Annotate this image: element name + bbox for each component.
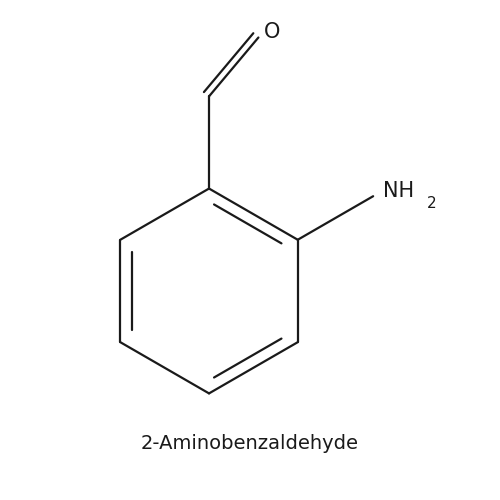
Text: O: O (264, 22, 280, 42)
Text: NH: NH (384, 181, 414, 201)
Text: 2: 2 (426, 196, 436, 211)
Text: 2-Aminobenzaldehyde: 2-Aminobenzaldehyde (141, 434, 359, 454)
